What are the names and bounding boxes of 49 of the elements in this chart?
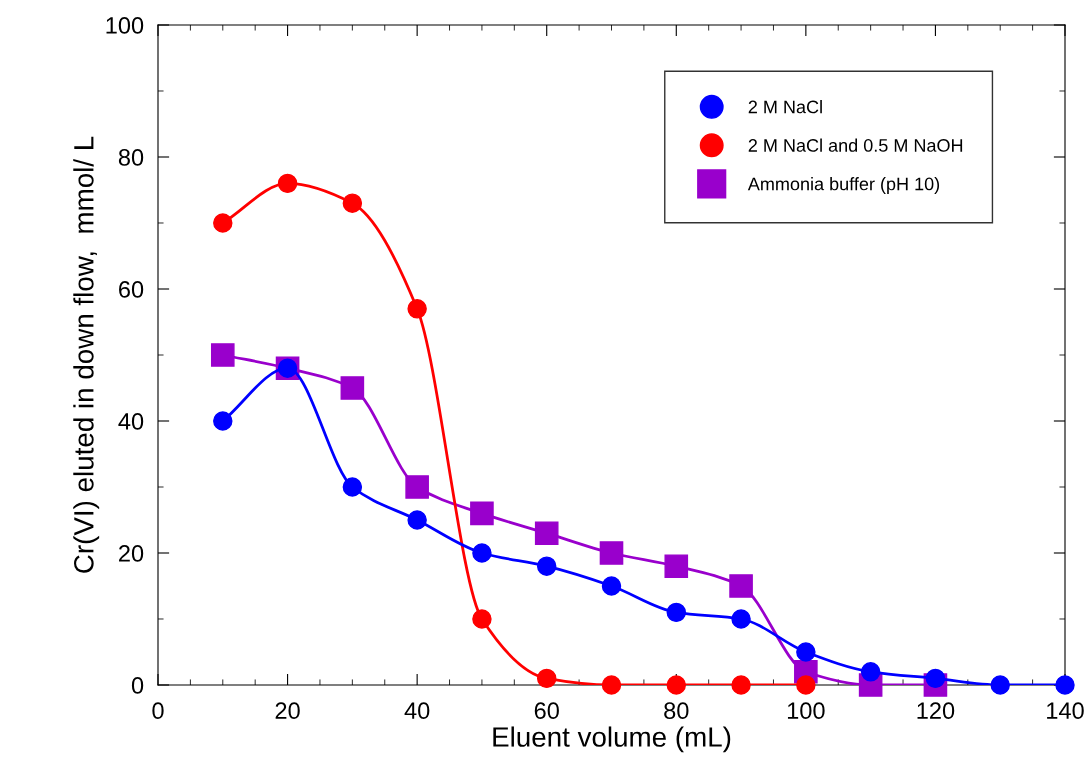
point <box>666 602 687 623</box>
x-tick-label: 120 <box>917 702 955 720</box>
x-tick-label: 0 <box>152 702 164 720</box>
legend-label: 2 M NaCl <box>748 100 822 114</box>
point <box>599 541 624 565</box>
point <box>472 543 492 563</box>
point <box>925 668 946 689</box>
point <box>472 609 492 629</box>
y-tick-label: 40 <box>118 413 144 430</box>
point <box>407 299 427 319</box>
y-tick-label: 0 <box>131 677 144 694</box>
x-tick-label: 140 <box>1047 702 1084 720</box>
point <box>536 556 557 576</box>
x-tick-label: 60 <box>534 702 559 720</box>
x-axis-title: Eluent volume (mL) <box>493 726 731 753</box>
point <box>213 411 233 431</box>
point <box>340 376 365 400</box>
point <box>536 668 557 689</box>
y-tick-label: 20 <box>119 545 144 562</box>
x-tick-label: 20 <box>275 702 300 720</box>
point <box>470 501 494 526</box>
point <box>277 173 298 194</box>
point <box>731 675 751 695</box>
point <box>731 609 751 629</box>
point <box>407 510 427 530</box>
point <box>860 662 881 682</box>
point <box>664 554 689 579</box>
y-tick-label: 100 <box>106 17 144 34</box>
x-tick-label: 40 <box>404 702 430 720</box>
legend-label: Ammonia buffer (pH 10) <box>747 177 940 194</box>
y-tick-label: 60 <box>119 281 144 298</box>
point <box>729 574 753 598</box>
legend-label: 2 M NaCl and 0.5 M NaOH <box>748 138 963 152</box>
y-tick-label: 80 <box>118 149 144 166</box>
point <box>796 642 816 662</box>
x-tick-label: 80 <box>664 702 689 720</box>
point <box>342 193 363 213</box>
point <box>990 675 1010 695</box>
point <box>342 477 363 497</box>
point <box>213 213 233 233</box>
point <box>601 675 622 695</box>
point <box>796 675 816 695</box>
point <box>601 576 622 596</box>
point <box>210 343 235 367</box>
point <box>405 475 429 499</box>
y-axis-title: Cr(VI) eluted in down flow, mmol/ L <box>73 136 100 573</box>
point <box>666 675 687 695</box>
x-tick-label: 100 <box>787 702 825 720</box>
point <box>534 521 559 546</box>
